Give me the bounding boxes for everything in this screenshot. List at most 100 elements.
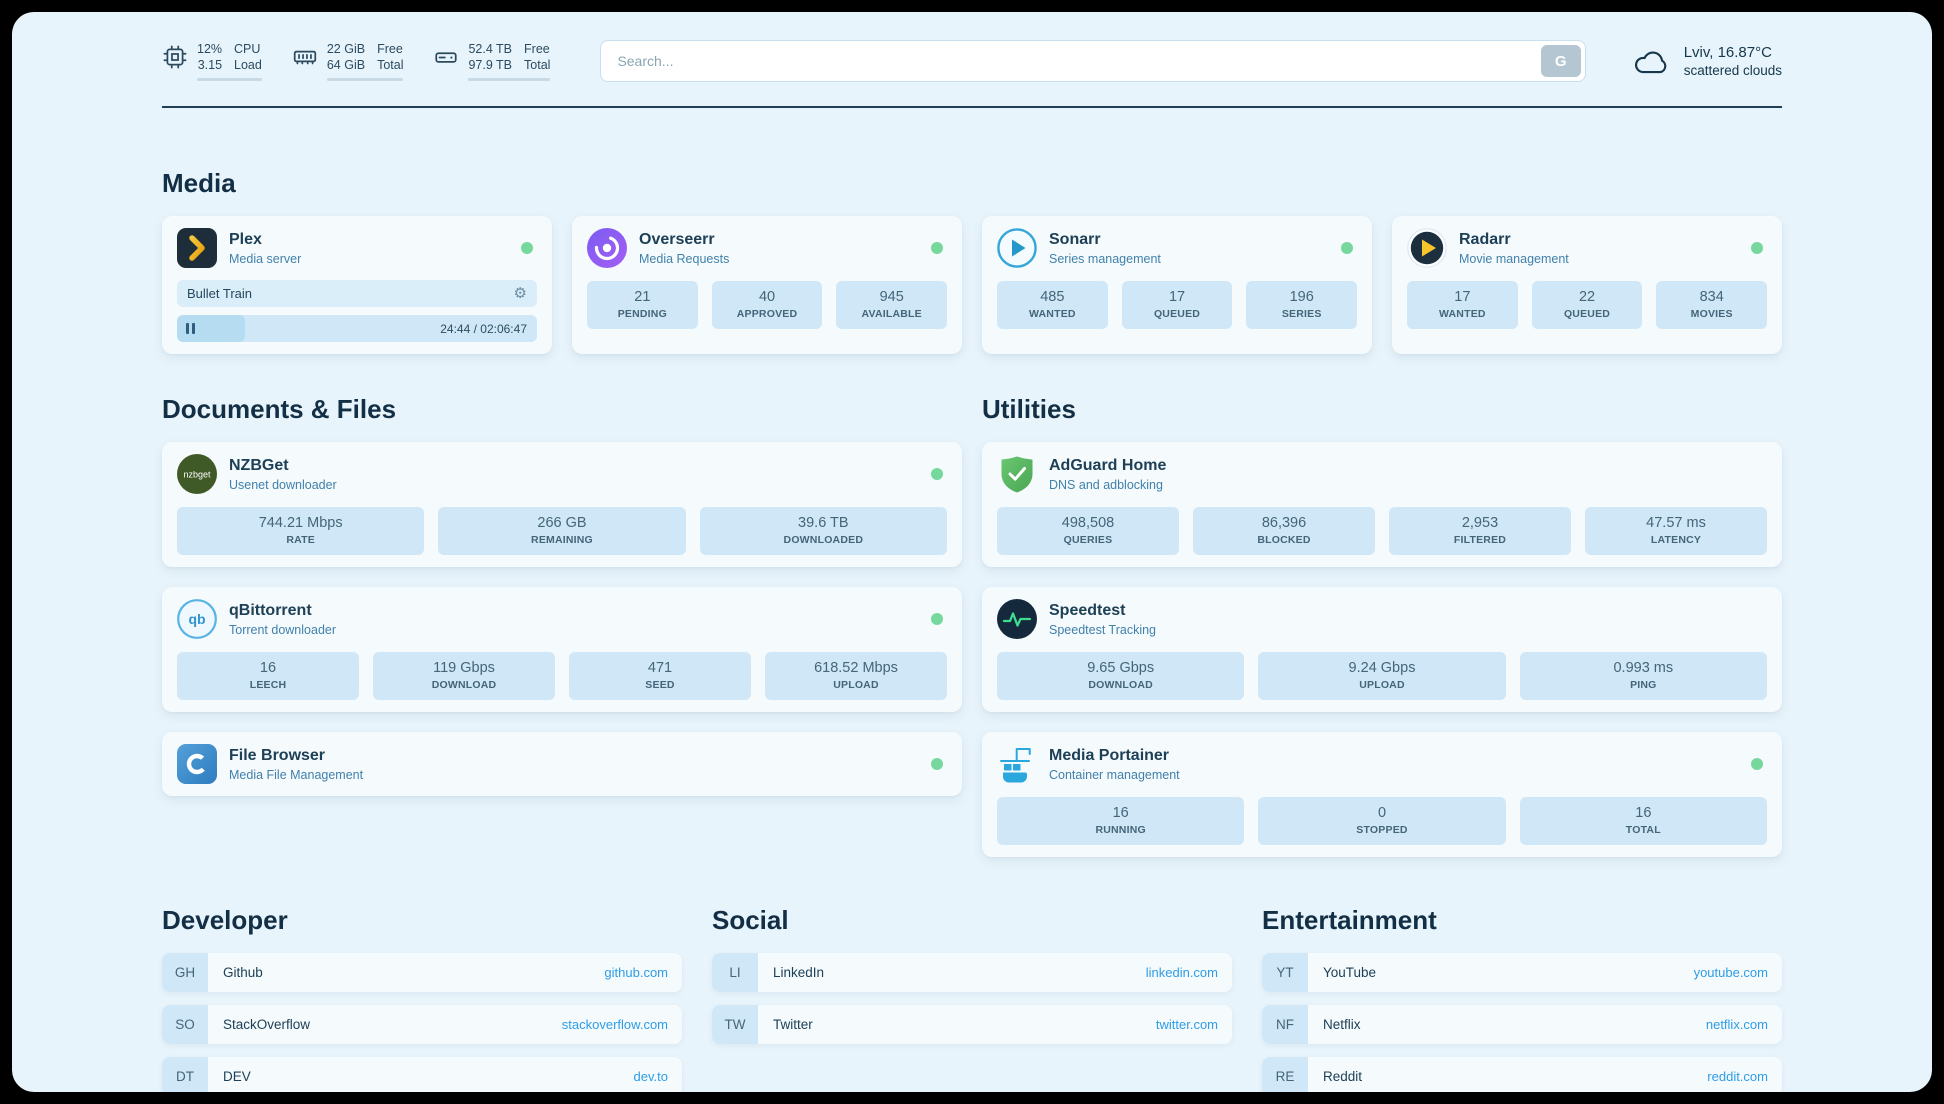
bookmark-youtube[interactable]: YT YouTube youtube.com (1262, 953, 1782, 992)
search-provider-button[interactable]: G (1540, 45, 1581, 77)
adguard-card[interactable]: AdGuard Home DNS and adblocking 498,508 … (982, 442, 1782, 567)
status-dot (931, 468, 943, 480)
radarr-stats: 17 WANTED 22 QUEUED 834 MOVIES (1407, 281, 1768, 329)
plex-card[interactable]: Plex Media server Bullet Train ⚙ 24:44 /… (162, 216, 552, 354)
stat-box: 485 WANTED (997, 281, 1108, 329)
radarr-icon (1407, 228, 1447, 268)
stat-label: DOWNLOAD (1088, 679, 1153, 691)
bookmark-linkedin[interactable]: LI LinkedIn linkedin.com (712, 953, 1232, 992)
stat-box: 2,953 FILTERED (1389, 507, 1571, 555)
stat-label: QUEUED (1563, 308, 1611, 320)
radarr-card[interactable]: Radarr Movie management 17 WANTED 22 QUE… (1392, 216, 1782, 354)
svg-text:qb: qb (188, 611, 205, 627)
content: 12% CPU 3.15 Load 22 GiB Free 64 GiB Tot… (162, 12, 1782, 1092)
qbittorrent-stats: 16 LEECH 119 Gbps DOWNLOAD 471 SEED 61 (177, 652, 947, 700)
svg-text:nzbget: nzbget (183, 470, 211, 480)
speedtest-subtitle: Speedtest Tracking (1049, 622, 1157, 637)
stat-value: 16 (1112, 805, 1129, 821)
stat-value: 471 (647, 660, 673, 676)
stat-label: AVAILABLE (861, 308, 922, 320)
stat-box: 16 LEECH (177, 652, 359, 700)
bookmark-group-social: Social LI LinkedIn linkedin.com TW Twitt… (712, 905, 1232, 1092)
filebrowser-card[interactable]: File Browser Media File Management (162, 732, 962, 796)
memory-label-2: Total (377, 58, 404, 72)
bookmark-abbr: RE (1262, 1057, 1308, 1092)
section-media: Media Plex Media server (162, 168, 1782, 354)
stat-label: UPLOAD (833, 679, 879, 691)
bookmark-link: github.com (604, 965, 668, 980)
bookmark-reddit[interactable]: RE Reddit reddit.com (1262, 1057, 1782, 1092)
nzbget-card[interactable]: nzbget NZBGet Usenet downloader 744.21 M… (162, 442, 962, 567)
utilities-stack: AdGuard Home DNS and adblocking 498,508 … (982, 442, 1782, 857)
filebrowser-title: File Browser (229, 746, 326, 764)
portainer-title: Media Portainer (1049, 746, 1170, 764)
stat-box: 119 Gbps DOWNLOAD (373, 652, 555, 700)
documents-stack: nzbget NZBGet Usenet downloader 744.21 M… (162, 442, 962, 796)
gear-icon[interactable]: ⚙ (513, 285, 527, 302)
stat-box: 266 GB REMAINING (438, 507, 686, 555)
pause-icon[interactable] (186, 323, 189, 334)
stat-label: PENDING (617, 308, 667, 320)
overseerr-card[interactable]: Overseerr Media Requests 21 PENDING 40 A… (572, 216, 962, 354)
bookmark-netflix[interactable]: NF Netflix netflix.com (1262, 1005, 1782, 1044)
stat-label: TOTAL (1625, 824, 1661, 836)
overseerr-icon (587, 228, 627, 268)
stat-box: 47.57 ms LATENCY (1585, 507, 1767, 555)
memory-progress-bar (326, 78, 404, 82)
stat-label: APPROVED (736, 308, 798, 320)
qbittorrent-header: qb qBittorrent Torrent downloader (177, 599, 947, 639)
search-input[interactable] (600, 40, 1586, 82)
topbar: 12% CPU 3.15 Load 22 GiB Free 64 GiB Tot… (162, 12, 1782, 82)
qbittorrent-subtitle: Torrent downloader (229, 622, 337, 637)
utilities-heading: Utilities (982, 394, 1076, 424)
stat-box: 945 AVAILABLE (836, 281, 948, 329)
sonarr-header: Sonarr Series management (997, 228, 1357, 268)
documents-heading: Documents & Files (162, 394, 397, 424)
stat-label: DOWNLOADED (783, 534, 864, 546)
sonarr-subtitle: Series management (1049, 251, 1161, 266)
bookmark-abbr: GH (162, 953, 208, 992)
nzbget-titles: NZBGet Usenet downloader (229, 457, 337, 492)
portainer-card[interactable]: Media Portainer Container management 16 … (982, 732, 1782, 857)
bookmark-twitter[interactable]: TW Twitter twitter.com (712, 1005, 1232, 1044)
bookmark-github[interactable]: GH Github github.com (162, 953, 682, 992)
bookmark-abbr: YT (1262, 953, 1308, 992)
bookmark-label: Netflix (1323, 1017, 1361, 1032)
adguard-title: AdGuard Home (1049, 456, 1167, 474)
plex-progress-fill (177, 315, 246, 342)
sonarr-icon (997, 228, 1037, 268)
stat-label: QUERIES (1063, 534, 1113, 546)
search-bar: G (600, 40, 1586, 82)
sonarr-card[interactable]: Sonarr Series management 485 WANTED 17 Q… (982, 216, 1372, 354)
bookmark-stackoverflow[interactable]: SO StackOverflow stackoverflow.com (162, 1005, 682, 1044)
stat-box: 16 RUNNING (997, 797, 1245, 845)
bookmark-link: netflix.com (1705, 1017, 1768, 1032)
bookmark-group-developer: Developer GH Github github.com SO StackO… (162, 905, 682, 1092)
stat-value: 39.6 TB (798, 515, 849, 531)
bookmark-abbr: SO (162, 1005, 208, 1044)
stat-label: SEED (645, 679, 675, 691)
weather-text: Lviv, 16.87°C scattered clouds (1684, 44, 1782, 78)
stat-value: 744.21 Mbps (258, 515, 343, 531)
speedtest-card[interactable]: Speedtest Speedtest Tracking 9.65 Gbps D… (982, 587, 1782, 712)
stat-value: 22 (1578, 289, 1596, 305)
cpu-value-1: 12% (197, 41, 223, 56)
speedtest-title: Speedtest (1049, 601, 1126, 619)
qbittorrent-icon: qb (177, 599, 217, 639)
speedtest-titles: Speedtest Speedtest Tracking (1049, 602, 1156, 637)
cpu-progress-bar (197, 78, 262, 82)
stat-label: RUNNING (1095, 824, 1146, 836)
stat-value: 16 (1635, 805, 1652, 821)
stat-value: 47.57 ms (1646, 515, 1706, 531)
middle-sections: Documents & Files nzbget NZBGet U (162, 394, 1782, 857)
qbittorrent-card[interactable]: qb qBittorrent Torrent downloader 16 LEE… (162, 587, 962, 712)
adguard-stats: 498,508 QUERIES 86,396 BLOCKED 2,953 FIL… (997, 507, 1767, 555)
bookmark-dev[interactable]: DT DEV dev.to (162, 1057, 682, 1092)
adguard-titles: AdGuard Home DNS and adblocking (1049, 457, 1166, 492)
weather-condition: scattered clouds (1683, 63, 1782, 78)
stat-label: REMAINING (531, 534, 593, 546)
overseerr-title: Overseerr (639, 230, 715, 248)
social-heading: Social (712, 905, 789, 935)
radarr-title: Radarr (1459, 230, 1511, 248)
disk-progress-bar (468, 78, 551, 82)
